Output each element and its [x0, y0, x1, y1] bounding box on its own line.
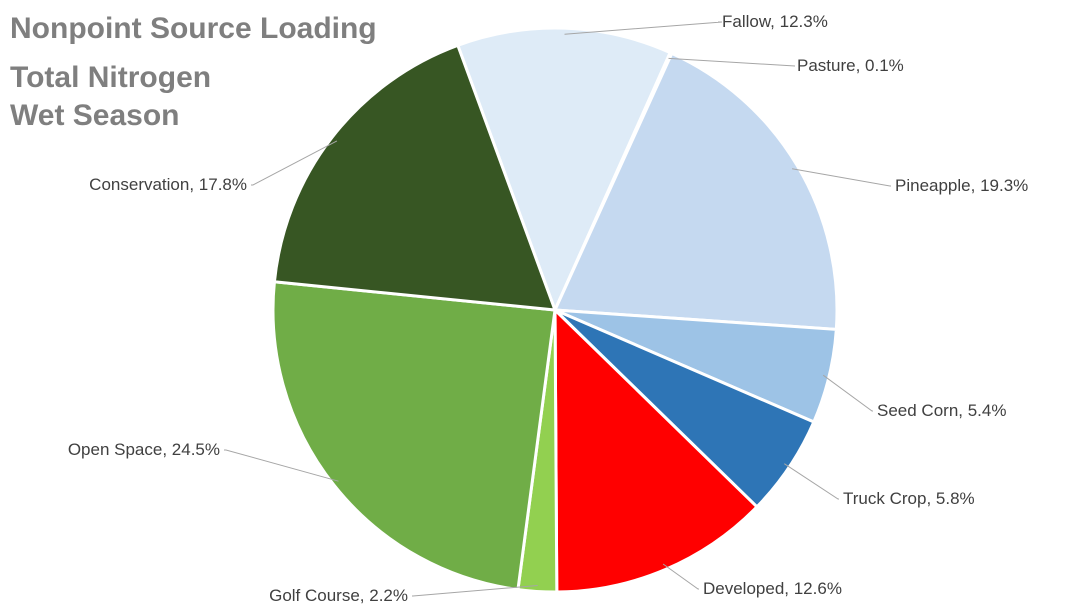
leader-line-developed	[662, 563, 699, 590]
slice-label-fallow: Fallow, 12.3%	[722, 12, 828, 31]
slice-conservation	[272, 43, 558, 312]
leader-line-pasture	[668, 57, 796, 67]
leader-line-golf-course	[412, 585, 538, 597]
slice-labels: Fallow, 12.3% Pasture, 0.1% Pineapple, 19.…	[68, 12, 1028, 605]
leader-line-open-space	[224, 449, 339, 482]
chart-title-line-2: Total Nitrogen	[10, 61, 211, 94]
slice-label-seed-corn: Seed Corn, 5.4%	[877, 401, 1006, 420]
pie-slices	[271, 26, 839, 594]
slice-fallow	[455, 26, 673, 314]
slice-open-space	[271, 280, 557, 592]
chart-title: Nonpoint Source Loading Total Nitrogen W…	[10, 12, 377, 132]
slice-pineapple	[552, 51, 839, 332]
slice-label-pineapple: Pineapple, 19.3%	[895, 176, 1028, 195]
slice-label-open-space: Open Space, 24.5%	[68, 440, 220, 459]
slice-label-truck-crop: Truck Crop, 5.8%	[843, 489, 975, 508]
chart-title-line-3: Wet Season	[10, 99, 180, 132]
leader-line-fallow	[564, 21, 723, 35]
slice-label-developed: Developed, 12.6%	[703, 579, 842, 598]
leader-lines	[224, 21, 891, 597]
chart-title-line-1: Nonpoint Source Loading	[10, 12, 377, 45]
leader-line-seed-corn	[822, 374, 873, 412]
leader-line-truck-crop	[784, 463, 839, 500]
leader-line-pineapple	[792, 168, 891, 187]
slice-developed	[553, 306, 760, 594]
leader-line-conservation	[251, 140, 338, 186]
slice-label-golf-course: Golf Course, 2.2%	[269, 586, 408, 605]
slice-label-pasture: Pasture, 0.1%	[797, 56, 904, 75]
slice-label-conservation: Conservation, 17.8%	[89, 175, 247, 194]
